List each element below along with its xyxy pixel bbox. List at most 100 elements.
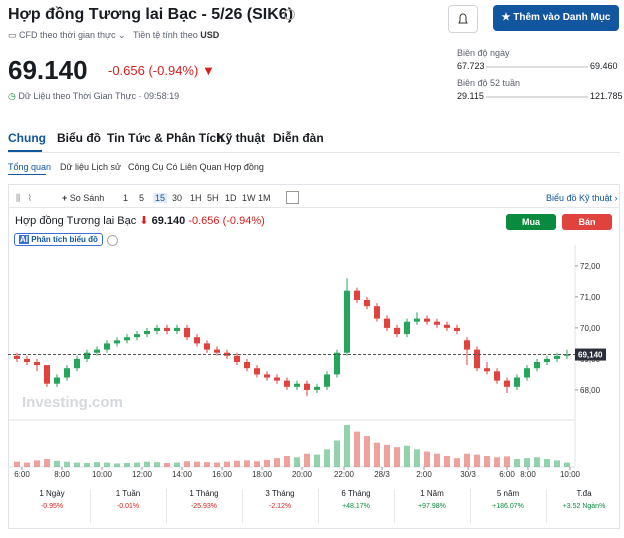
info-icon[interactable] xyxy=(284,9,295,20)
volume-bar xyxy=(144,461,150,467)
volume-bar xyxy=(214,462,220,467)
chart-name: Hợp đồng Tương lai Bạc xyxy=(15,215,137,227)
candle-type-icon[interactable]: ⫼ ⌇ xyxy=(16,193,33,203)
info-icon[interactable] xyxy=(107,235,118,246)
candle-body xyxy=(64,368,70,378)
volume-bar xyxy=(344,425,350,467)
perf-value: -0.01% xyxy=(116,503,140,510)
title: Hợp đồng Tương lai Bạc - 5/26 (SIK6) xyxy=(8,6,294,23)
volume-bar xyxy=(284,455,290,467)
volume-bar xyxy=(454,458,460,467)
candle-body xyxy=(304,383,310,390)
x-tick-label: 22:00 xyxy=(334,470,355,479)
candle-body xyxy=(334,352,340,375)
volume-bar xyxy=(404,445,410,467)
candle-body xyxy=(324,374,330,387)
perf-label: T.đa xyxy=(576,489,592,498)
candle-body xyxy=(524,368,530,378)
range-bar xyxy=(486,96,588,98)
x-tick-label: 6:00 xyxy=(14,470,30,479)
volume-bar xyxy=(464,453,470,467)
sell-button[interactable]: Bán xyxy=(562,214,612,230)
perf-label: 1 Tháng xyxy=(189,489,219,498)
volume-bar xyxy=(294,457,300,467)
volume-bar xyxy=(124,463,130,467)
subtab-underline xyxy=(8,174,46,175)
tab[interactable]: Tin Tức & Phân Tích xyxy=(107,131,224,145)
subtab[interactable]: Hợp đồng xyxy=(224,162,264,172)
technical-link[interactable]: Biểu đồ Kỹ thuật › xyxy=(546,193,618,203)
volume-bar xyxy=(334,440,340,467)
perf-cell: 1 Tháng -25.93% xyxy=(166,489,243,523)
period[interactable]: 30 xyxy=(172,193,183,203)
watchlist-button[interactable]: ★ Thêm vào Danh Mục xyxy=(493,5,619,31)
candle-body xyxy=(344,290,350,353)
period[interactable]: 1M xyxy=(258,193,271,203)
compare-button[interactable]: + So Sánh xyxy=(62,193,105,203)
period[interactable]: 5 xyxy=(139,193,145,203)
range-high: 69.460 xyxy=(590,61,618,71)
volume-bar xyxy=(424,451,430,467)
perf-cell: 1 Tuần -0.01% xyxy=(90,489,167,523)
period[interactable]: 1W xyxy=(242,193,256,203)
tab[interactable]: Diễn đàn xyxy=(273,131,324,145)
candle-body xyxy=(444,324,450,328)
perf-cell: T.đa +3.52 Ngàn% xyxy=(546,489,622,523)
x-tick-label: 16:00 xyxy=(212,470,233,479)
x-tick-label: 8:00 xyxy=(54,470,70,479)
volume-bar xyxy=(54,460,60,467)
perf-label: 6 Tháng xyxy=(341,489,371,498)
alert-button[interactable] xyxy=(448,5,478,33)
candle-body xyxy=(454,327,460,331)
x-tick-label: 2:00 xyxy=(416,470,432,479)
volume-bar xyxy=(314,454,320,467)
perf-cell: 3 Tháng -2.12% xyxy=(242,489,319,523)
perf-value: +48.17% xyxy=(342,503,370,510)
indicator-icon[interactable] xyxy=(286,191,299,204)
volume-bar xyxy=(114,463,120,467)
range-high: 121.785 xyxy=(590,91,623,101)
candle-body xyxy=(564,354,570,356)
candle-body xyxy=(134,334,140,338)
perf-label: 1 Tuần xyxy=(115,489,141,498)
x-tick-label: 20:00 xyxy=(292,470,313,479)
candle-body xyxy=(274,377,280,381)
range-label: Biên độ 52 tuần xyxy=(457,78,521,88)
subtab[interactable]: Dữ liệu Lịch sử xyxy=(60,162,122,172)
volume-bar xyxy=(204,462,210,467)
technical-text: Biểu đồ Kỹ thuật xyxy=(546,193,613,203)
volume-bar xyxy=(244,460,250,467)
candle-body xyxy=(54,377,60,384)
perf-value: -0.95% xyxy=(40,503,64,510)
candle-body xyxy=(414,318,420,322)
analysis-button[interactable]: AI Phân tích biểu đồ xyxy=(14,233,103,246)
price: 69.140 xyxy=(8,55,88,85)
currency: USD xyxy=(200,30,220,40)
y-tick-label: 68,00 xyxy=(580,386,601,395)
range-bar xyxy=(486,66,588,68)
y-tick-label: 71,00 xyxy=(580,293,601,302)
perf-cell: 6 Tháng +48.17% xyxy=(318,489,395,523)
period[interactable]: 5H xyxy=(207,193,219,203)
period[interactable]: 1H xyxy=(190,193,202,203)
candle-body xyxy=(264,374,270,378)
tab[interactable]: Chung xyxy=(8,131,46,145)
candle-body xyxy=(544,358,550,363)
period[interactable]: 1 xyxy=(123,193,129,203)
chart-header: Hợp đồng Tương lai Bạc ⬇ 69.140 -0.656 (… xyxy=(15,215,265,227)
subtab[interactable]: Công Cụ Có Liên Quan xyxy=(128,162,222,172)
tab[interactable]: Biểu đồ xyxy=(57,131,101,145)
period[interactable]: 15 xyxy=(153,193,168,203)
buy-button[interactable]: Mua xyxy=(506,214,556,230)
tab[interactable]: Kỹ thuật xyxy=(217,131,265,145)
perf-cell: 5 năm +186.07% xyxy=(470,489,547,523)
candle-body xyxy=(254,368,260,375)
period[interactable]: 1D xyxy=(225,193,237,203)
tab-underline xyxy=(8,150,42,152)
toolbar-divider xyxy=(8,207,620,208)
candle-body xyxy=(354,290,360,300)
volume-bar xyxy=(354,431,360,467)
chart-change-pct: (-0.94%) xyxy=(222,215,265,227)
subtab[interactable]: Tổng quan xyxy=(8,162,52,172)
